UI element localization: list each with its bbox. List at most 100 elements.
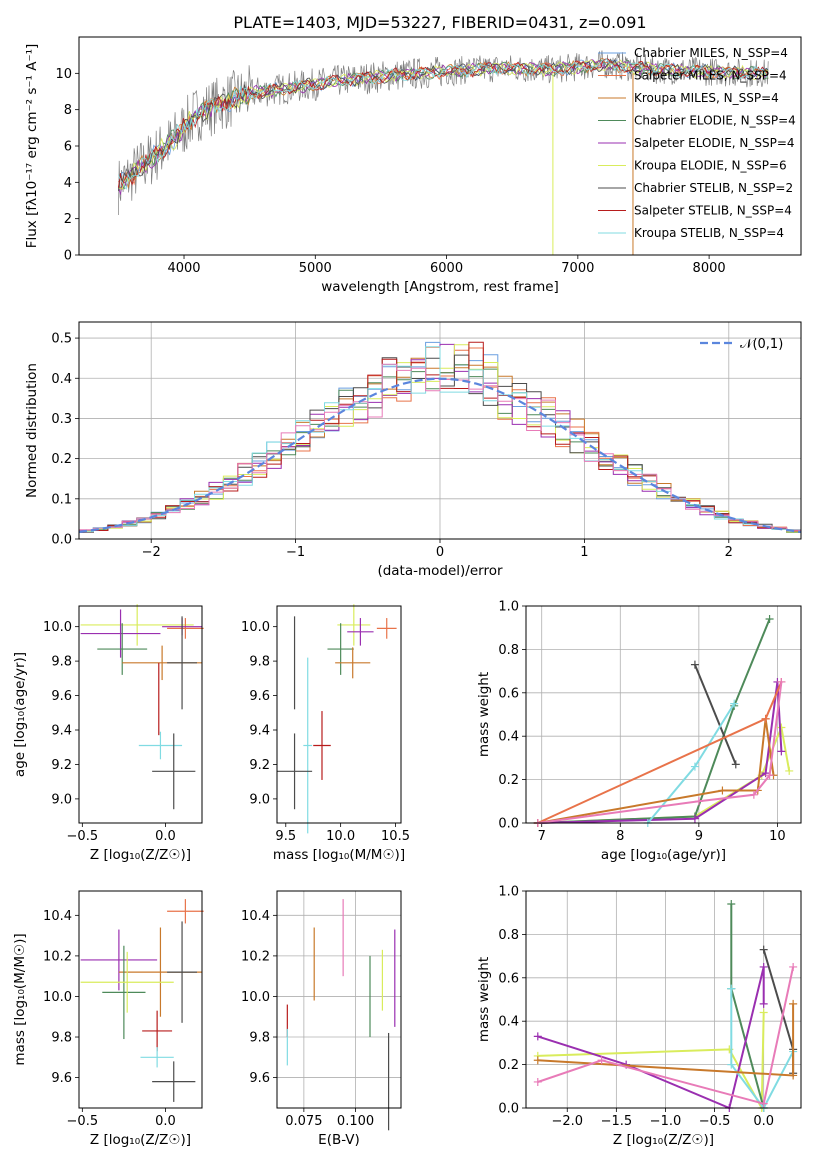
y-tick-label: 9.8 [51,1031,72,1046]
mass-weight-series-line [647,703,736,824]
y-tick-label: 0.0 [498,817,519,832]
y-tick-label: 10.0 [43,620,72,635]
mass-weight-series-line [537,966,795,1105]
mass-weight-vs-age-plot: 7 8 9 10 0.0 0.2 0.4 0.6 0.8 1.0 age [log₁₀(age/yr… [476,600,802,863]
mass-weight-series-line [537,618,771,824]
y-tick-label: 0.0 [498,1102,519,1117]
mass-weight-marker [727,984,736,993]
x-axis-label: age [log₁₀(age/yr)] [601,847,726,863]
mass-weight-marker [533,1032,542,1041]
y-axis-label: mass weight [476,957,492,1042]
y-tick-label: 0.1 [51,492,72,507]
y-tick-label: 0.8 [498,928,519,943]
mass-weight-marker [789,1071,798,1080]
x-tick-label: −1.5 [601,1114,633,1129]
mass-weight-marker [694,797,703,806]
x-tick-label: 10 [769,829,786,844]
x-tick-label: 0.0 [155,1114,176,1129]
mass-weight-marker [749,790,758,799]
mass-weight-marker [759,1099,768,1108]
y-axis-label: Flux [fλ10⁻¹⁷ erg cm⁻² s⁻¹ A⁻¹] [24,44,40,249]
y-tick-label: 0.2 [498,1058,519,1073]
y-tick-label: 9.0 [51,792,72,807]
x-tick-label: 5000 [299,261,332,276]
normal-reference-curve [78,377,802,534]
y-tick-label: 1.0 [498,885,519,900]
figure-title: PLATE=1403, MJD=53227, FIBERID=0431, z=0… [233,13,646,32]
x-axis-label: E(B-V) [318,1132,360,1148]
mass-weight-marker [731,760,740,769]
y-tick-label: 0 [64,249,72,264]
mass-weight-marker [777,677,786,686]
x-tick-label: 9 [695,829,703,844]
x-tick-label: 8000 [693,261,726,276]
x-tick-label: −1 [286,545,305,560]
mass-weight-marker [727,1060,736,1069]
axes-frame [78,890,203,1109]
axes-frame [78,36,802,256]
y-tick-label: 0.0 [51,533,72,548]
legend-label: Chabrier MILES, N_SSP=4 [634,46,788,60]
x-tick-label: 0.0 [753,1114,774,1129]
mass-weight-marker [759,962,768,971]
model-line-chabrier-elodie [118,59,769,190]
x-axis-label: Z [log₁₀(Z/Z☉)] [90,1132,191,1148]
mass-weight-marker [727,900,736,909]
y-tick-label: 10 [55,67,72,82]
legend-label: Chabrier STELIB, N_SSP=2 [634,181,793,195]
model-line-kroupa-stelib [118,58,769,190]
x-axis-label: Z [log₁₀(Z/Z☉)] [90,847,191,863]
legend-label: Kroupa MILES, N_SSP=4 [634,91,779,105]
mass-weight-marker [533,1077,542,1086]
y-tick-label: 9.6 [51,689,72,704]
axes-frame [525,890,802,1109]
y-tick-label: 0.4 [51,372,72,387]
y-tick-label: 10.0 [241,990,270,1005]
y-tick-label: 0.6 [498,686,519,701]
mass-weight-series-line [537,723,791,824]
y-tick-label: 9.8 [249,1031,270,1046]
y-tick-label: 6 [64,140,72,155]
mass-weight-marker [789,962,798,971]
spectrum-plot: 4000 5000 6000 7000 8000 0 2 4 6 8 10 wavelength [A… [24,36,802,295]
x-axis-label: wavelength [Angstrom, rest frame] [321,279,559,295]
y-tick-label: 10.2 [43,949,72,964]
mass-weight-marker [759,999,768,1008]
histogram-step-pink [79,363,801,531]
legend-label: Salpeter ELODIE, N_SSP=4 [634,136,795,150]
axes-frame [78,321,802,540]
y-tick-label: 8 [64,103,72,118]
legend-label: Salpeter STELIB, N_SSP=4 [634,204,792,218]
x-tick-label: 10.0 [326,829,355,844]
axes-frame [276,890,402,1109]
x-tick-label: −0.5 [67,1114,99,1129]
y-tick-label: 0.5 [51,332,72,347]
axes-frame [78,605,203,824]
y-tick-label: 9.8 [249,655,270,670]
y-tick-label: 10.2 [241,949,270,964]
x-axis-label: (data-model)/error [377,563,503,579]
y-tick-label: 1.0 [498,600,519,615]
y-tick-label: 0.6 [498,971,519,986]
mass-weight-marker [690,814,699,823]
age-vs-metallicity-plot: −0.5 0.0 9.0 9.2 9.4 9.6 9.8 10.0 Z [log₁₀(Z/Z☉)… [12,604,204,863]
mass-weight-marker [718,786,727,795]
x-tick-label: 4000 [167,261,200,276]
mass-weight-series-line [537,1012,765,1112]
mass-weight-marker [690,660,699,669]
mass-weight-marker [785,766,794,775]
axes-frame [276,605,402,824]
x-tick-label: 0.075 [285,1114,322,1129]
x-tick-label: −0.5 [67,829,99,844]
x-axis-label: mass [log₁₀(M/M☉)] [273,847,405,863]
y-tick-label: 10.0 [241,620,270,635]
y-tick-label: 9.0 [249,792,270,807]
legend-label: Kroupa ELODIE, N_SSP=6 [634,159,787,173]
y-axis-label: mass [log₁₀(M/M☉)] [12,933,28,1065]
y-tick-label: 0.2 [498,773,519,788]
y-tick-label: 9.6 [249,1071,270,1086]
mass-weight-marker [765,771,774,780]
x-tick-label: 0.0 [155,829,176,844]
mass-weight-marker [761,714,770,723]
